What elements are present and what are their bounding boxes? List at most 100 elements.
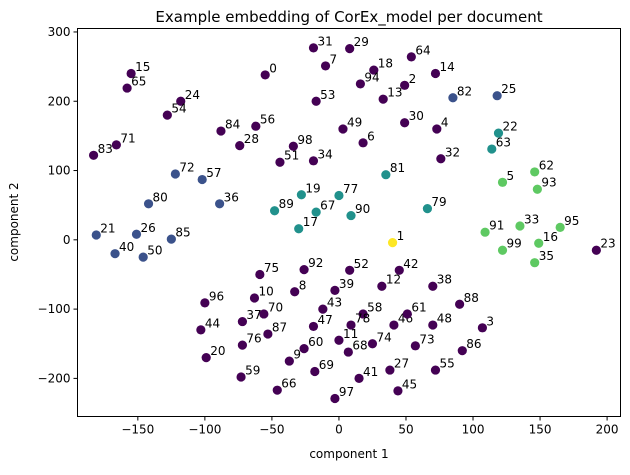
data-point — [346, 210, 356, 221]
point-label: 73 — [419, 332, 434, 346]
point-label: 94 — [364, 70, 379, 84]
data-point — [259, 309, 269, 319]
point-label: 74 — [376, 330, 391, 344]
data-point — [308, 43, 319, 53]
point-label: 88 — [464, 291, 479, 305]
data-point — [330, 285, 340, 295]
point-label: 67 — [320, 199, 335, 213]
data-point — [299, 265, 309, 275]
plot-frame — [77, 28, 621, 417]
data-point — [311, 207, 321, 217]
point-label: 5 — [507, 169, 515, 183]
data-point — [237, 316, 248, 327]
point-label: 23 — [600, 237, 615, 251]
point-label: 11 — [343, 327, 358, 341]
data-point — [428, 281, 438, 291]
point-label: 79 — [431, 195, 446, 209]
data-point — [318, 304, 328, 314]
point-label: 42 — [403, 257, 418, 271]
data-point — [377, 281, 387, 291]
point-label: 86 — [466, 337, 481, 351]
point-label: 19 — [305, 181, 320, 195]
data-point — [215, 199, 225, 209]
data-point — [378, 94, 388, 104]
point-label: 32 — [445, 145, 460, 159]
point-label: 81 — [390, 161, 405, 175]
point-label: 63 — [496, 136, 511, 150]
data-point — [530, 167, 540, 177]
point-label: 83 — [98, 142, 113, 156]
point-label: 65 — [131, 75, 146, 89]
point-label: 2 — [409, 72, 417, 86]
data-point — [343, 347, 353, 357]
data-point — [493, 128, 504, 138]
point-label: 61 — [411, 300, 426, 314]
data-point — [358, 138, 368, 148]
data-point — [162, 110, 172, 120]
point-label: 59 — [245, 364, 260, 378]
point-label: 56 — [260, 113, 275, 127]
point-label: 41 — [363, 365, 378, 379]
point-label: 28 — [244, 132, 259, 146]
data-point — [311, 96, 321, 106]
data-point — [346, 320, 356, 330]
point-label: 58 — [367, 300, 382, 314]
point-label: 95 — [564, 214, 579, 228]
point-label: 96 — [209, 289, 224, 303]
data-point — [138, 252, 148, 262]
data-point — [345, 43, 355, 54]
point-label: 26 — [140, 221, 155, 235]
chart-title: Example embedding of CorEx_model per doc… — [155, 8, 542, 27]
point-label: 30 — [409, 109, 424, 123]
data-point — [487, 144, 497, 154]
point-label: 49 — [347, 115, 362, 129]
data-point — [430, 365, 441, 375]
data-point — [338, 124, 348, 134]
data-point — [272, 385, 282, 395]
data-point — [400, 80, 410, 90]
data-point — [385, 365, 395, 375]
y-tick-label: 300 — [48, 25, 71, 39]
data-point — [455, 299, 465, 309]
point-label: 9 — [293, 348, 301, 362]
point-label: 78 — [355, 312, 370, 326]
point-label: 75 — [264, 261, 279, 275]
point-label: 92 — [308, 256, 323, 270]
data-point — [308, 321, 319, 332]
point-label: 68 — [352, 339, 367, 353]
axes: −150 −100 −50 0 50 100 150 200−200−100010020030… — [38, 25, 619, 437]
data-point — [294, 224, 304, 234]
point-label: 99 — [507, 237, 522, 251]
point-label: 85 — [175, 226, 190, 240]
point-label: 24 — [185, 88, 200, 102]
point-label: 97 — [339, 385, 354, 399]
x-tick-label: 100 — [462, 423, 485, 437]
y-tick-label: −200 — [38, 371, 71, 385]
data-point — [387, 237, 398, 248]
data-point — [263, 329, 273, 339]
data-point — [492, 91, 502, 101]
point-label: 76 — [246, 332, 261, 346]
point-label: 21 — [100, 221, 115, 235]
x-tick-label: −100 — [188, 423, 221, 437]
point-label: 16 — [543, 230, 558, 244]
data-point — [310, 366, 320, 377]
data-point — [235, 140, 245, 151]
point-label: 7 — [330, 52, 338, 66]
data-point — [260, 70, 270, 80]
point-label: 57 — [206, 166, 221, 180]
point-label: 43 — [327, 296, 342, 310]
y-tick-label: 0 — [63, 233, 71, 247]
data-point — [236, 372, 246, 382]
data-point — [122, 83, 132, 93]
point-label: 64 — [415, 43, 430, 57]
data-point — [515, 221, 525, 231]
data-point — [530, 258, 540, 268]
data-point — [532, 184, 542, 194]
point-label: 39 — [339, 277, 354, 291]
data-point — [88, 150, 99, 160]
x-tick-label: −150 — [121, 423, 154, 437]
data-point — [369, 65, 379, 75]
data-point — [389, 320, 399, 330]
